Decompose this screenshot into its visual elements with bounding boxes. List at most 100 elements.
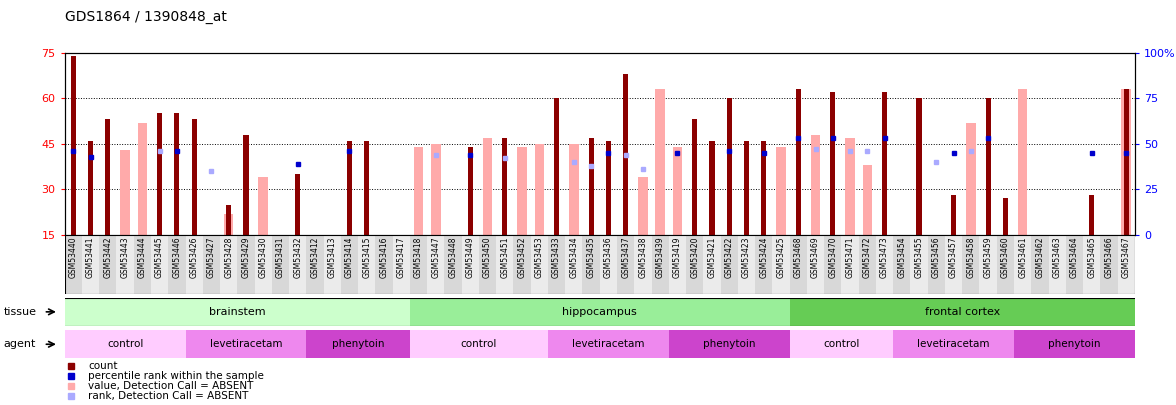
Bar — [289, 235, 306, 294]
Bar — [830, 92, 835, 235]
Bar — [82, 235, 99, 294]
Bar — [341, 235, 359, 294]
Bar — [174, 113, 180, 235]
Bar — [985, 98, 990, 235]
Text: count: count — [88, 360, 118, 371]
Bar — [776, 147, 786, 235]
Text: GSM53437: GSM53437 — [621, 237, 630, 278]
Text: GSM53451: GSM53451 — [500, 237, 509, 278]
Text: GSM53471: GSM53471 — [846, 237, 855, 278]
Bar — [306, 235, 323, 294]
Text: levetiracetam: levetiracetam — [573, 339, 644, 349]
Bar — [226, 205, 232, 235]
Text: GSM53443: GSM53443 — [121, 237, 129, 278]
Text: GSM53413: GSM53413 — [328, 237, 336, 278]
Bar — [1065, 235, 1083, 294]
Bar — [223, 214, 233, 235]
Bar — [876, 235, 894, 294]
Bar — [894, 235, 910, 294]
Text: levetiracetam: levetiracetam — [917, 339, 990, 349]
Text: GSM53464: GSM53464 — [1070, 237, 1078, 278]
Bar — [606, 141, 612, 235]
Bar — [789, 330, 894, 358]
Bar — [393, 235, 410, 294]
Bar — [721, 235, 737, 294]
Text: GSM53425: GSM53425 — [776, 237, 786, 278]
Text: GSM53446: GSM53446 — [173, 237, 181, 278]
Bar — [1049, 235, 1065, 294]
Bar — [600, 235, 617, 294]
Bar — [1003, 198, 1008, 235]
Bar — [295, 174, 300, 235]
Text: GSM53469: GSM53469 — [811, 237, 820, 278]
Text: GSM53458: GSM53458 — [967, 237, 975, 278]
Text: GSM53462: GSM53462 — [1035, 237, 1044, 278]
Text: GSM53421: GSM53421 — [708, 237, 716, 278]
Text: GSM53463: GSM53463 — [1053, 237, 1062, 278]
Bar — [773, 235, 789, 294]
Bar — [931, 235, 941, 244]
Text: phenytoin: phenytoin — [1048, 339, 1101, 349]
Bar — [99, 235, 116, 294]
Text: GSM53450: GSM53450 — [483, 237, 492, 278]
Bar — [967, 122, 976, 235]
Bar — [858, 235, 876, 294]
Bar — [65, 235, 82, 294]
Bar — [138, 122, 147, 235]
Bar — [88, 141, 93, 235]
Bar — [1089, 196, 1095, 235]
Bar — [1083, 235, 1101, 294]
Bar — [962, 235, 980, 294]
Text: GSM53434: GSM53434 — [569, 237, 579, 278]
Bar — [432, 144, 441, 235]
Bar — [359, 235, 375, 294]
Text: GSM53445: GSM53445 — [155, 237, 165, 278]
Bar — [810, 134, 821, 235]
Bar — [554, 98, 560, 235]
Text: GSM53455: GSM53455 — [915, 237, 923, 278]
Bar — [462, 235, 479, 294]
Text: phenytoin: phenytoin — [332, 339, 385, 349]
Bar — [410, 330, 548, 358]
Bar — [1123, 89, 1129, 235]
Text: rank, Detection Call = ABSENT: rank, Detection Call = ABSENT — [88, 391, 249, 401]
Bar — [894, 330, 1014, 358]
Text: GSM53454: GSM53454 — [897, 237, 907, 278]
Bar — [375, 235, 393, 294]
Text: GSM53433: GSM53433 — [552, 237, 561, 278]
Bar — [841, 235, 858, 294]
Text: GSM53460: GSM53460 — [1001, 237, 1010, 278]
Bar — [951, 196, 956, 235]
Bar — [272, 235, 289, 294]
Bar — [737, 235, 755, 294]
Text: GSM53438: GSM53438 — [639, 237, 648, 278]
Text: GSM53473: GSM53473 — [880, 237, 889, 278]
Bar — [789, 298, 1135, 326]
Text: hippocampus: hippocampus — [562, 307, 637, 317]
Text: GSM53459: GSM53459 — [983, 237, 993, 278]
Text: GSM53470: GSM53470 — [828, 237, 837, 278]
Text: GSM53448: GSM53448 — [448, 237, 457, 278]
Bar — [916, 98, 922, 235]
Bar — [410, 298, 789, 326]
Text: GSM53429: GSM53429 — [241, 237, 250, 278]
Bar — [997, 235, 1014, 294]
Text: GSM53419: GSM53419 — [673, 237, 682, 278]
Text: GSM53461: GSM53461 — [1018, 237, 1027, 278]
Bar — [120, 150, 129, 235]
Bar — [727, 98, 731, 235]
Bar — [414, 147, 423, 235]
Text: GSM53431: GSM53431 — [276, 237, 285, 278]
Text: phenytoin: phenytoin — [703, 339, 755, 349]
Text: GSM53418: GSM53418 — [414, 237, 423, 278]
Bar — [548, 235, 566, 294]
Bar — [1101, 235, 1117, 294]
Text: GSM53436: GSM53436 — [604, 237, 613, 278]
Text: GSM53415: GSM53415 — [362, 237, 372, 278]
Text: GSM53417: GSM53417 — [396, 237, 406, 278]
Text: GSM53449: GSM53449 — [466, 237, 475, 278]
Text: GSM53466: GSM53466 — [1104, 237, 1114, 278]
Bar — [517, 147, 527, 235]
Bar — [151, 235, 168, 294]
Bar — [71, 56, 76, 235]
